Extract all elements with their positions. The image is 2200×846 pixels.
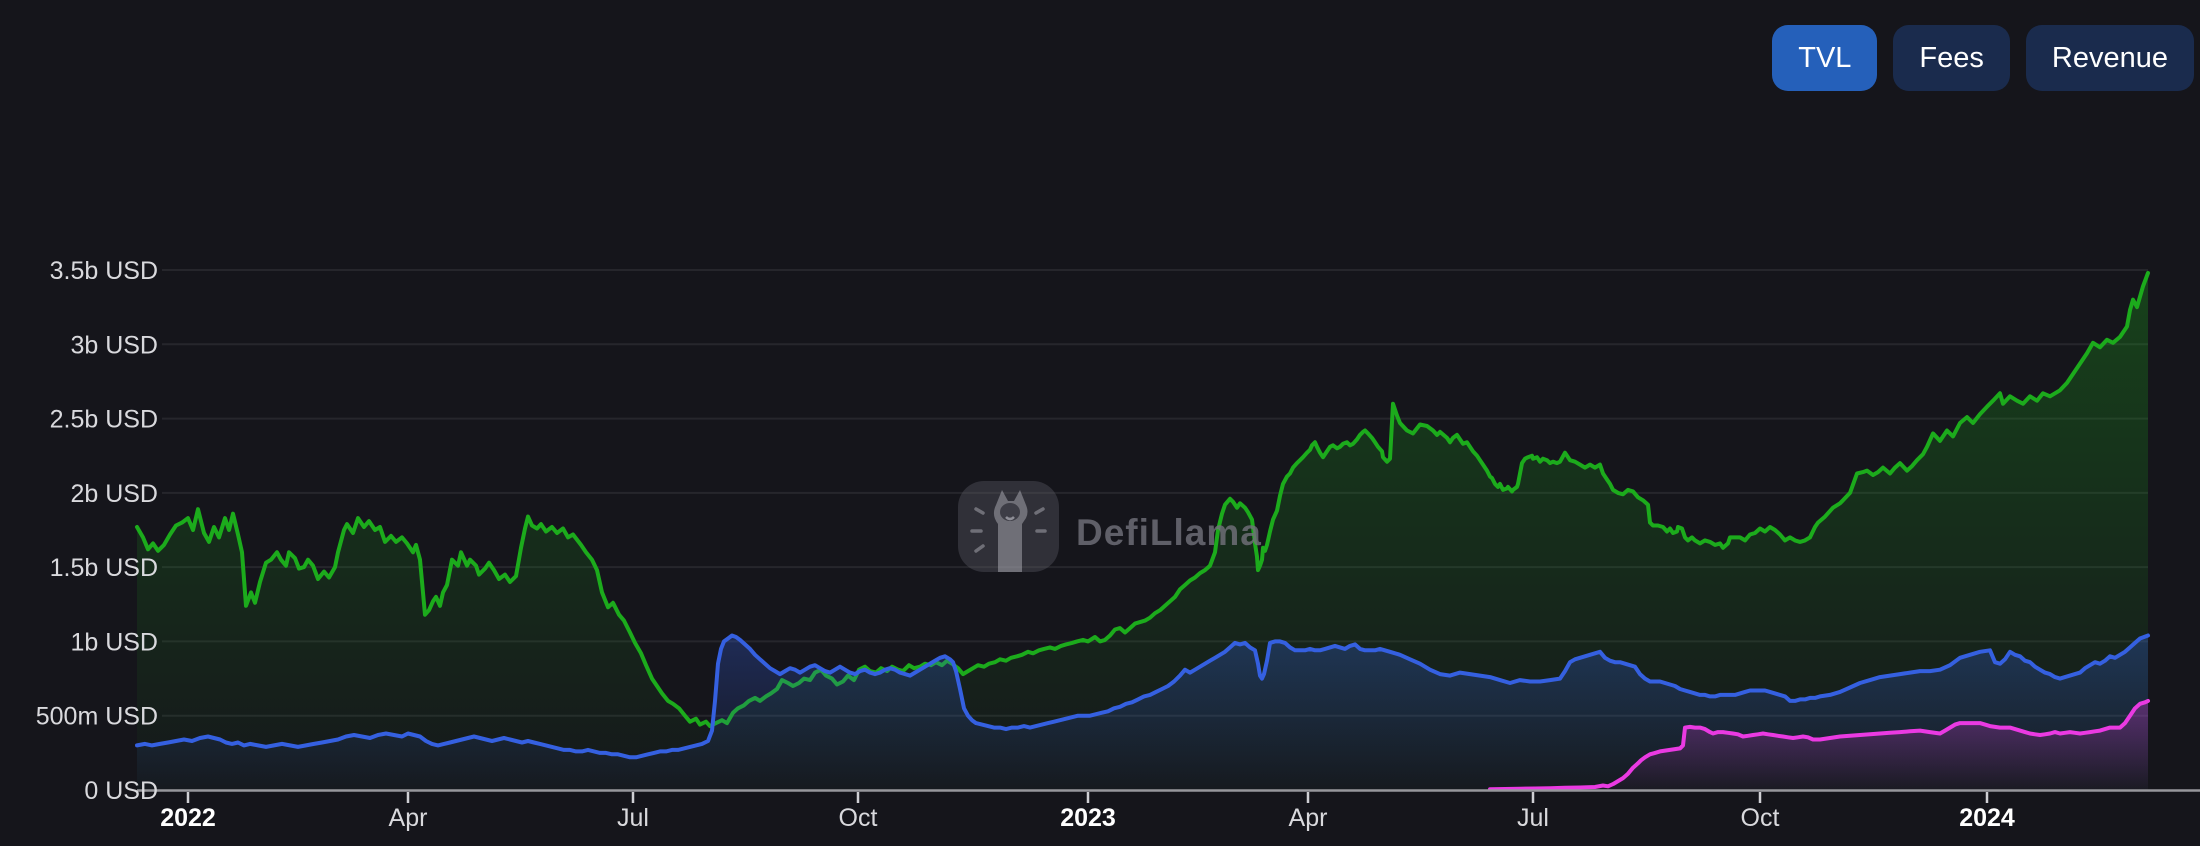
series-area-magenta — [1490, 700, 2148, 790]
x-axis-label: 2023 — [1060, 804, 1116, 832]
x-axis-label: 2022 — [160, 804, 216, 832]
series-line-magenta — [1488, 698, 2150, 792]
watermark-text: DefiLlama — [1076, 512, 1262, 553]
x-axis — [137, 789, 2200, 803]
y-axis-label: 2.5b USD — [50, 406, 158, 434]
y-axis-label: 3.5b USD — [50, 257, 158, 285]
x-axis-label: 2024 — [1959, 804, 2015, 832]
x-axis-label: Apr — [1289, 804, 1328, 832]
x-axis-label: Oct — [839, 804, 878, 832]
y-axis-label: 1b USD — [70, 628, 158, 656]
y-axis-label: 1.5b USD — [50, 554, 158, 582]
series-line-blue — [135, 633, 2150, 760]
x-axis-label: Apr — [389, 804, 428, 832]
defillama-watermark: DefiLlama — [958, 481, 1262, 572]
y-axis-label: 2b USD — [70, 480, 158, 508]
tvl-tab-button[interactable]: TVL — [1772, 25, 1878, 91]
x-axis-label: Jul — [1517, 804, 1549, 832]
series-areas — [135, 271, 2150, 792]
revenue-tab-button[interactable]: Revenue — [2025, 25, 2194, 91]
y-axis-label: 500m USD — [36, 703, 158, 731]
series-area-blue — [137, 635, 2148, 790]
y-axis-label: 0 USD — [84, 777, 158, 805]
series-area-green — [137, 273, 2148, 790]
x-axis-label: Jul — [617, 804, 649, 832]
axis-labels: 0 USD 500m USD 1b USD 1.5b USD 2b USD 2.5b US… — [36, 257, 2015, 832]
series-line-green — [135, 271, 2150, 729]
y-axis-label: 3b USD — [70, 331, 158, 359]
defillama-logo-icon — [958, 481, 1059, 572]
chart-type-toggle: TVL Fees Revenue — [1772, 25, 2194, 91]
x-axis-label: Oct — [1741, 804, 1780, 832]
fees-tab-button[interactable]: Fees — [1893, 25, 2010, 91]
